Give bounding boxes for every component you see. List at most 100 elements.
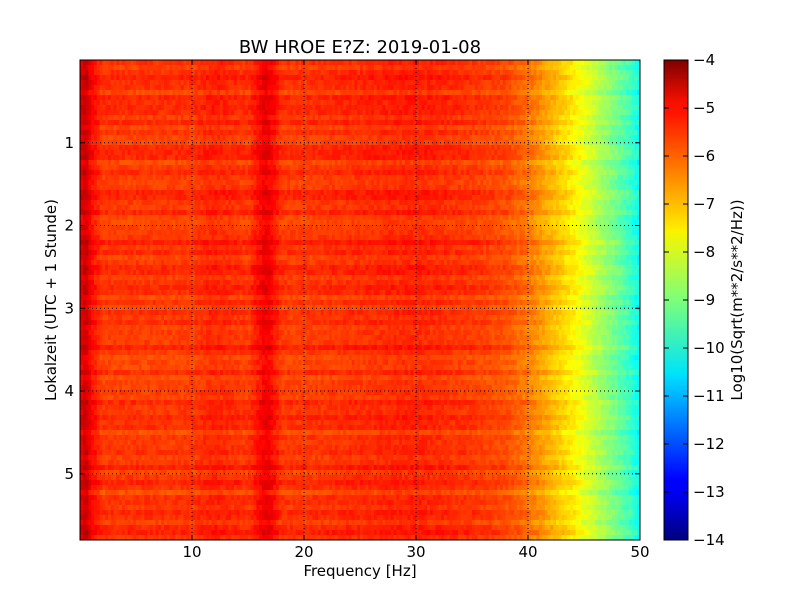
heatmap-cell <box>595 105 599 111</box>
heatmap-cell <box>105 60 109 66</box>
heatmap-cell <box>245 80 249 86</box>
heatmap-cell <box>236 85 241 91</box>
heatmap-cell <box>155 105 159 111</box>
heatmap-cell <box>354 105 358 111</box>
heatmap-cell <box>578 105 582 111</box>
heatmap-cell <box>441 60 445 66</box>
heatmap-cell <box>402 85 406 91</box>
heatmap-cell <box>472 75 476 81</box>
heatmap-cell <box>301 85 305 91</box>
heatmap-cell <box>234 65 238 71</box>
heatmap-cell <box>236 75 241 81</box>
heatmap-cell <box>197 110 201 116</box>
heatmap-cell <box>399 90 403 96</box>
heatmap-cell <box>91 80 95 86</box>
heatmap-cell <box>320 60 325 66</box>
heatmap-cell <box>136 90 140 96</box>
heatmap-cell <box>197 100 201 106</box>
heatmap-cell <box>147 105 151 111</box>
heatmap-cell <box>547 80 551 86</box>
heatmap-cell <box>362 105 367 111</box>
heatmap-cell <box>606 75 610 81</box>
heatmap-cell <box>472 65 476 71</box>
heatmap-cell <box>108 80 112 86</box>
heatmap-cell <box>416 105 420 111</box>
heatmap-cell <box>477 75 481 81</box>
heatmap-cell <box>127 105 131 111</box>
heatmap-cell <box>458 105 462 111</box>
heatmap-cell <box>96 70 101 76</box>
heatmap-cell <box>130 80 134 86</box>
heatmap-cell <box>550 75 554 81</box>
heatmap-cell <box>413 95 417 101</box>
heatmap-cell <box>553 70 557 76</box>
heatmap-cell <box>522 95 526 101</box>
heatmap-cell <box>354 70 358 76</box>
heatmap-cell <box>332 80 336 86</box>
heatmap-cell <box>203 90 207 96</box>
heatmap-cell <box>614 65 619 71</box>
heatmap-cell <box>334 65 339 71</box>
heatmap-cell <box>284 75 288 81</box>
heatmap-cell <box>390 75 395 81</box>
heatmap-cell <box>116 105 120 111</box>
heatmap-cell <box>438 100 442 106</box>
heatmap-cell <box>208 100 213 106</box>
heatmap-cell <box>136 65 140 71</box>
heatmap-cell <box>337 65 341 71</box>
heatmap-cell <box>536 85 540 91</box>
heatmap-cell <box>192 85 196 91</box>
heatmap-cell <box>116 90 120 96</box>
heatmap-cell <box>183 70 187 76</box>
heatmap-cell <box>318 95 322 101</box>
heatmap-cell <box>189 80 193 86</box>
heatmap-cell <box>382 85 386 91</box>
heatmap-cell <box>164 60 168 66</box>
heatmap-cell <box>586 70 591 76</box>
heatmap-cell <box>606 105 610 111</box>
heatmap-cell <box>600 80 605 86</box>
heatmap-cell <box>444 100 448 106</box>
heatmap-cell <box>234 100 238 106</box>
heatmap-cell <box>130 105 134 111</box>
heatmap-cell <box>301 60 305 66</box>
heatmap-cell <box>94 70 98 76</box>
heatmap-cell <box>225 80 229 86</box>
heatmap-cell <box>189 75 193 81</box>
heatmap-cell <box>144 75 148 81</box>
heatmap-cell <box>222 85 227 91</box>
heatmap-cell <box>368 60 372 66</box>
heatmap-cell <box>396 75 400 81</box>
heatmap-cell <box>264 65 269 71</box>
heatmap-cell <box>337 95 341 101</box>
heatmap-cell <box>488 100 493 106</box>
heatmap-cell <box>449 85 453 91</box>
heatmap-cell <box>536 90 540 96</box>
heatmap-cell <box>144 60 148 66</box>
heatmap-cell <box>113 70 117 76</box>
heatmap-cell <box>259 60 263 66</box>
heatmap-cell <box>502 80 507 86</box>
heatmap-cell <box>234 90 238 96</box>
heatmap-cell <box>102 80 106 86</box>
heatmap-cell <box>141 75 145 81</box>
heatmap-cell <box>281 65 285 71</box>
heatmap-cell <box>164 110 168 116</box>
heatmap-cell <box>88 80 92 86</box>
heatmap-cell <box>474 60 479 66</box>
heatmap-cell <box>530 80 535 86</box>
heatmap-cell <box>452 75 456 81</box>
heatmap-cell <box>424 95 428 101</box>
heatmap-cell <box>360 80 364 86</box>
heatmap-cell <box>511 80 515 86</box>
heatmap-cell <box>99 60 103 66</box>
heatmap-cell <box>315 70 319 76</box>
heatmap-cell <box>96 100 101 106</box>
heatmap-cell <box>320 100 325 106</box>
heatmap-cell <box>304 85 308 91</box>
heatmap-cell <box>276 95 280 101</box>
heatmap-cell <box>612 90 616 96</box>
heatmap-cell <box>152 105 157 111</box>
heatmap-cell <box>558 90 563 96</box>
heatmap-cell <box>119 105 123 111</box>
